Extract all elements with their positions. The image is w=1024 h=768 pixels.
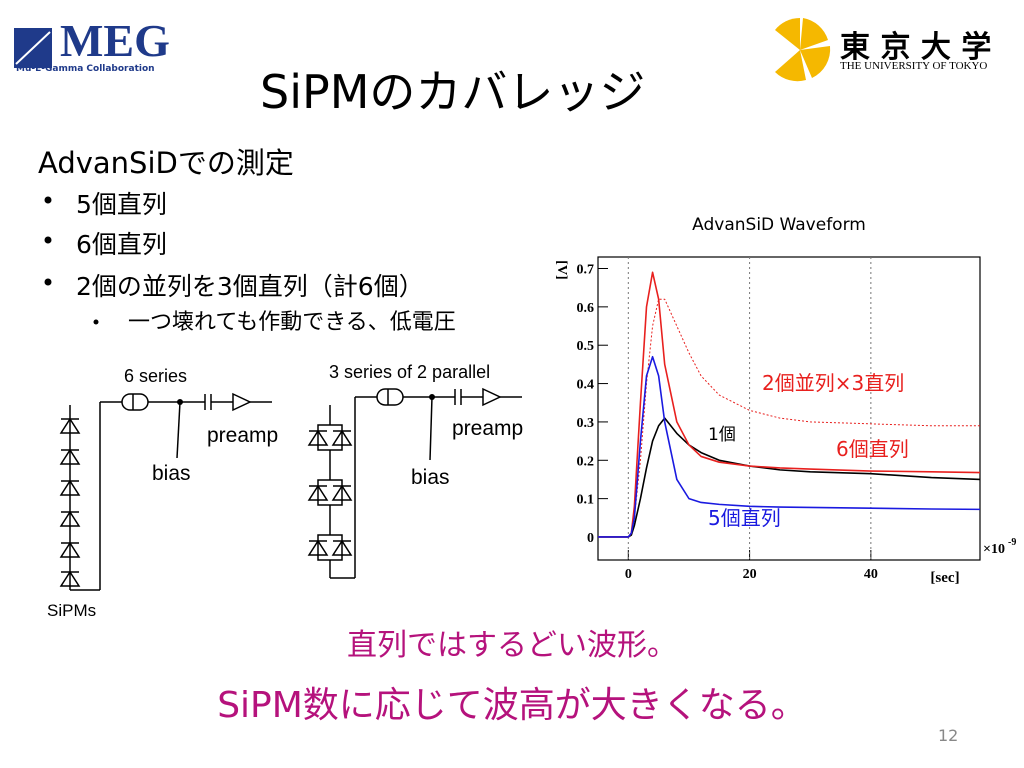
diagram-label: preamp (452, 417, 524, 440)
diagram-label: 6 series (124, 366, 188, 386)
series-line (598, 298, 980, 538)
bullet: 5個直列 (76, 190, 167, 219)
meg-logo: MEG (60, 15, 170, 66)
series-line (598, 355, 981, 538)
bullet: 6個直列 (76, 230, 167, 259)
tokyo-logo-sub: THE UNIVERSITY OF TOKYO (840, 60, 988, 72)
y-tick-label: 0.5 (577, 339, 595, 354)
y-tick-label: 0.1 (577, 493, 595, 508)
x-tick-label: 40 (864, 567, 878, 582)
y-tick-label: 0.7 (577, 263, 595, 278)
chart-title: AdvanSiD Waveform (692, 215, 866, 235)
diagram-label: preamp (207, 424, 279, 447)
series-label: 2個並列×3直列 (762, 371, 904, 395)
circuit-6-series (69, 392, 272, 591)
diagram-label: SiPMs (47, 601, 97, 620)
y-tick-label: 0.2 (577, 454, 595, 469)
conclusion: SiPM数に応じて波高が大きくなる。 (217, 685, 807, 726)
conclusion: 直列ではするどい波形。 (347, 628, 677, 663)
page-number: 12 (938, 726, 959, 745)
slide-title: SiPMのカバレッジ (260, 65, 646, 119)
plot-frame (597, 256, 981, 561)
x-tick-label: 20 (743, 567, 757, 582)
diagram-label: 3 series of 2 parallel (329, 362, 491, 382)
series-line (598, 417, 981, 538)
x-axis-label: [sec] (930, 570, 959, 586)
x-exponent: -9 (1008, 537, 1016, 548)
circuit-3-series-2-parallel (317, 387, 522, 579)
diagram-label: bias (411, 466, 450, 489)
y-tick-label: 0.3 (577, 416, 595, 431)
y-tick-label: 0.4 (577, 378, 595, 393)
series-label: 1個 (708, 425, 736, 445)
series-line (598, 271, 981, 538)
heading: AdvanSiDでの測定 (38, 146, 294, 180)
chart: AdvanSiD Waveform [V] [sec] ×10 -9 0 0.1 0… (554, 215, 1016, 586)
x-multiplier: ×10 (983, 542, 1005, 557)
x-tick-label: 0 (625, 567, 632, 582)
y-tick-label: 0 (587, 531, 594, 546)
y-tick-label: 0.6 (577, 301, 595, 316)
series-label: 6個直列 (836, 437, 909, 461)
meg-logo-sub: Mu-E-Gamma Collaboration (16, 64, 155, 74)
series-label: 5個直列 (708, 506, 781, 530)
bullet: 2個の並列を3個直列（計6個） (76, 272, 424, 301)
tokyo-icon (775, 17, 831, 82)
y-axis-label: [V] (554, 260, 569, 279)
diagram-label: bias (152, 462, 191, 485)
sub-bullet: 一つ壊れても作動できる、低電圧 (128, 310, 456, 335)
tokyo-logo: 東 京 大 学 (840, 30, 992, 65)
